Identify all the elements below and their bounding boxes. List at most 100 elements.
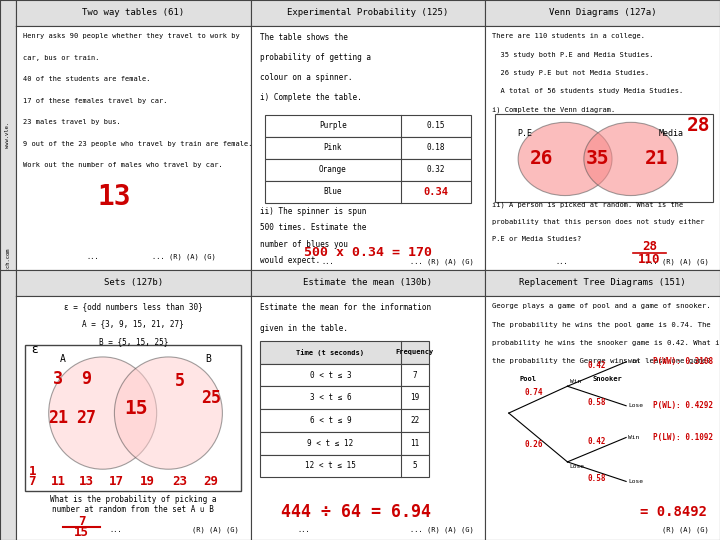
Text: Blue: Blue	[323, 187, 342, 197]
Text: ...: ...	[297, 526, 310, 532]
Text: 110: 110	[639, 253, 661, 266]
Text: Pink: Pink	[323, 144, 342, 152]
Text: 15: 15	[124, 399, 148, 418]
Ellipse shape	[49, 357, 157, 469]
Text: ...: ...	[109, 526, 122, 532]
Bar	[260, 341, 429, 364]
Text: 35: 35	[586, 150, 610, 168]
Text: = 0.8492: = 0.8492	[639, 505, 706, 519]
Text: A = {3, 9, 15, 21, 27}: A = {3, 9, 15, 21, 27}	[82, 320, 184, 329]
Text: probability of getting a: probability of getting a	[260, 53, 371, 62]
Text: Purple: Purple	[319, 122, 346, 131]
Text: 444 ÷ 64 = 6.94: 444 ÷ 64 = 6.94	[282, 503, 431, 521]
Text: 5: 5	[413, 461, 417, 470]
Text: Lose: Lose	[570, 464, 585, 469]
Text: Frequency: Frequency	[396, 349, 434, 355]
Bar	[25, 345, 241, 491]
Text: P.E or Media Studies?: P.E or Media Studies?	[492, 236, 582, 242]
Text: www.vle.: www.vle.	[6, 122, 10, 148]
Text: 17 of these females travel by car.: 17 of these females travel by car.	[23, 98, 167, 104]
Text: Replacement Tree Diagrams (151): Replacement Tree Diagrams (151)	[519, 279, 686, 287]
Text: Snooker: Snooker	[593, 376, 622, 382]
Text: (R) (A) (G): (R) (A) (G)	[662, 526, 708, 532]
Text: 0 < t ≤ 3: 0 < t ≤ 3	[310, 370, 351, 380]
Text: Statistics 5c: Statistics 5c	[6, 422, 10, 464]
Text: ii) The spinner is spun: ii) The spinner is spun	[260, 206, 366, 215]
Text: What is the probability of picking a
number at random from the set A ∪ B: What is the probability of picking a num…	[50, 495, 217, 514]
Text: 0.42: 0.42	[588, 361, 606, 370]
Text: There are 110 students in a college.: There are 110 students in a college.	[492, 33, 645, 39]
Text: George plays a game of pool and a game of snooker.: George plays a game of pool and a game o…	[492, 303, 711, 309]
Text: 29: 29	[203, 475, 218, 488]
Text: ...: ...	[321, 259, 334, 265]
Text: Estimate the mean (130b): Estimate the mean (130b)	[303, 279, 433, 287]
Text: 7: 7	[29, 475, 36, 488]
Text: probability that this person does not study either: probability that this person does not st…	[492, 219, 705, 225]
Text: Venn Diagrams (127a): Venn Diagrams (127a)	[549, 9, 657, 17]
Text: Lose: Lose	[629, 403, 644, 408]
Text: 19: 19	[410, 393, 420, 402]
Text: 5: 5	[175, 373, 185, 390]
Text: 21: 21	[645, 150, 668, 168]
Text: P(LW): 0.1092: P(LW): 0.1092	[653, 433, 713, 442]
Text: Lose: Lose	[629, 479, 644, 484]
Text: 40 of the students are female.: 40 of the students are female.	[23, 76, 150, 82]
Text: 0.32: 0.32	[427, 165, 445, 174]
Text: 25: 25	[201, 389, 220, 408]
Bar	[260, 409, 429, 432]
Text: 6 < t ≤ 9: 6 < t ≤ 9	[310, 416, 351, 425]
Text: Henry asks 90 people whether they travel to work by: Henry asks 90 people whether they travel…	[23, 33, 240, 39]
Bar	[265, 115, 471, 137]
Text: i) Complete the Venn diagram.: i) Complete the Venn diagram.	[492, 106, 616, 113]
Text: B = {5, 15, 25}: B = {5, 15, 25}	[99, 337, 168, 346]
Text: ε = {odd numbers less than 30}: ε = {odd numbers less than 30}	[64, 302, 202, 311]
Text: 17: 17	[109, 475, 125, 488]
Text: 0.34: 0.34	[423, 187, 449, 197]
Text: Win: Win	[629, 435, 639, 440]
Text: would expect.: would expect.	[260, 256, 320, 265]
Text: Orange: Orange	[319, 165, 346, 174]
Text: ... (R) (A) (G): ... (R) (A) (G)	[152, 254, 215, 260]
Text: 21: 21	[48, 409, 68, 427]
Text: 1: 1	[29, 465, 36, 478]
Text: Sets (127b): Sets (127b)	[104, 279, 163, 287]
Text: 35 study both P.E and Media Studies.: 35 study both P.E and Media Studies.	[492, 51, 654, 58]
Bar	[265, 137, 471, 159]
Text: ... (R) (A) (G): ... (R) (A) (G)	[410, 526, 474, 532]
Text: (R) (A) (G): (R) (A) (G)	[192, 526, 239, 532]
Text: ε: ε	[31, 343, 38, 356]
Text: P(WL): 0.4292: P(WL): 0.4292	[653, 401, 713, 410]
Text: B: B	[205, 354, 211, 364]
Bar	[265, 181, 471, 203]
Text: ... (R) (A) (G): ... (R) (A) (G)	[644, 259, 708, 265]
Text: 22: 22	[410, 416, 420, 425]
Text: 3: 3	[53, 370, 63, 388]
Text: 13: 13	[78, 475, 94, 488]
Text: ... (R) (A) (G): ... (R) (A) (G)	[410, 259, 474, 265]
Text: mathswatch.com: mathswatch.com	[6, 247, 10, 293]
Text: 23 males travel by bus.: 23 males travel by bus.	[23, 119, 121, 125]
Text: 26 study P.E but not Media Studies.: 26 study P.E but not Media Studies.	[492, 70, 649, 76]
Text: 7: 7	[413, 370, 417, 380]
Text: The table shows the: The table shows the	[260, 33, 348, 42]
Text: 0.74: 0.74	[524, 388, 543, 397]
Text: The probability he wins the pool game is 0.74. The: The probability he wins the pool game is…	[492, 321, 711, 328]
Bar	[260, 432, 429, 455]
Text: 0.26: 0.26	[524, 440, 543, 449]
Bar	[495, 114, 713, 201]
Ellipse shape	[518, 123, 612, 195]
Bar	[260, 455, 429, 477]
Text: car, bus or train.: car, bus or train.	[23, 55, 99, 60]
Text: 26: 26	[530, 150, 554, 168]
Text: ...: ...	[556, 259, 569, 265]
Text: 11: 11	[50, 475, 66, 488]
Text: 13: 13	[98, 183, 131, 211]
Text: Pool: Pool	[519, 376, 536, 382]
Text: 15: 15	[74, 526, 89, 539]
Text: Two way tables (61): Two way tables (61)	[82, 9, 184, 17]
Text: A total of 56 students study Media Studies.: A total of 56 students study Media Studi…	[492, 88, 683, 94]
Bar	[265, 159, 471, 181]
Text: Media: Media	[658, 129, 683, 138]
Text: 23: 23	[173, 475, 188, 488]
Ellipse shape	[584, 123, 678, 195]
